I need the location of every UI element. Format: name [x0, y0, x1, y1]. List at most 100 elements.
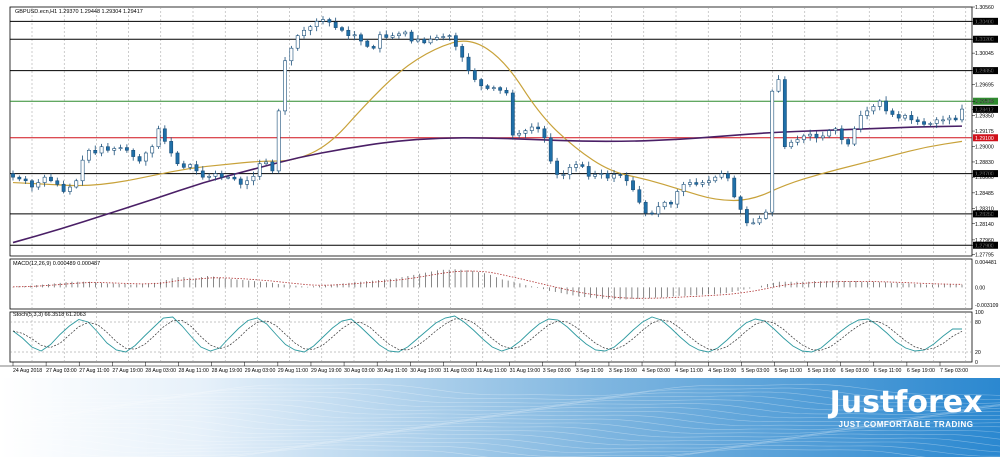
brand-logo[interactable]: Justforex JUST COMFORTABLE TRADING [820, 386, 992, 430]
candle-bull [865, 110, 870, 116]
candle-bull [68, 186, 72, 192]
candle-bull [517, 132, 522, 136]
candle-bear [542, 128, 547, 139]
level-tag [973, 67, 998, 75]
candle-bull [751, 222, 756, 225]
stoch-tick-label: 0 [975, 360, 978, 366]
candle-bull [833, 128, 838, 131]
stoch-tick-label: 20 [975, 350, 981, 356]
candle-bull [808, 133, 813, 137]
candle-bear [232, 176, 237, 180]
candle-bull [314, 21, 319, 28]
candle-bear [839, 128, 844, 140]
candle-bull [447, 35, 452, 37]
candle-bull [567, 167, 572, 175]
x-tick-label: 7 Sep 03:00 [940, 368, 968, 374]
level-tag-label: 1.30200 [975, 37, 994, 43]
candle-bear [909, 115, 914, 121]
candle-bear [169, 141, 174, 154]
x-tick-label: 24 Aug 2018 [13, 368, 42, 374]
candle-bear [93, 150, 98, 154]
candle-bull [852, 128, 857, 145]
candle-bear [333, 21, 338, 28]
candle-bear [726, 173, 730, 179]
stoch-d-line [12, 318, 963, 351]
candle-bear [479, 79, 484, 87]
candle-bear [55, 180, 60, 185]
candle-bear [732, 177, 737, 198]
candle-bull [390, 35, 395, 38]
candle-bull [36, 182, 41, 188]
level-tag [973, 134, 998, 142]
candle-bear [270, 161, 275, 172]
level-tag [973, 210, 998, 218]
macd-panel-frame [9, 258, 973, 310]
brand-wave-line [0, 433, 1000, 446]
level-tag-label: 1.28700 [975, 172, 994, 178]
brand-wave-line [0, 383, 1000, 396]
candle-bull [276, 110, 281, 172]
level-tag [973, 170, 998, 178]
candle-bear [953, 117, 958, 121]
candle-bear [510, 92, 515, 136]
x-tick-label: 3 Sep 11:00 [576, 368, 604, 374]
level-tag-label: 1.29850 [975, 69, 994, 75]
candle-bear [359, 34, 363, 42]
x-tick-label: 3 Sep 03:00 [543, 368, 571, 374]
candle-bear [586, 166, 591, 177]
moving-average-line [12, 125, 963, 244]
symbol-header: GBPUSD.ecn,H1 1.29370 1.29448 1.29304 1.… [15, 9, 143, 15]
y-tick-label: 1.28830 [975, 160, 994, 166]
candle-bull [491, 87, 496, 89]
candle-bear [11, 173, 15, 178]
chart-frames [0, 6, 1000, 367]
candle-bull [871, 106, 876, 112]
y-tick-label: 1.27795 [975, 253, 994, 259]
level-tag-label: 1.27900 [975, 243, 994, 249]
level-tag [973, 97, 998, 105]
candle-bear [194, 164, 199, 172]
candle-bull [700, 182, 705, 185]
candle-bull [397, 33, 401, 36]
x-tick-label: 29 Aug 19:00 [311, 368, 342, 374]
candle-bull [662, 201, 667, 208]
candle-bull [434, 37, 439, 40]
macd-tick-label: 0.00 [975, 285, 985, 291]
candle-bull [903, 115, 907, 119]
candle-bull [378, 34, 382, 49]
x-tick-label: 3 Sep 19:00 [609, 368, 637, 374]
candle-bull [574, 164, 578, 168]
candle-bear [694, 182, 699, 185]
price-chart-svg[interactable]: 1.30400 1.30200 1.29850 1.29508 1.29100 1.287… [0, 0, 1000, 378]
y-tick-label: 1.30200 [975, 37, 994, 43]
candle-bull [612, 174, 616, 179]
candle-bear [340, 27, 344, 31]
candle-bull [207, 175, 212, 178]
y-tick-label: 1.29175 [975, 129, 994, 135]
level-tag [973, 17, 998, 25]
candle-bull [352, 34, 357, 37]
candle-bull [960, 108, 964, 121]
candle-bull [681, 184, 686, 192]
y-tick-label: 1.30400 [975, 19, 994, 25]
candle-bull [947, 117, 952, 121]
brand-wave-line [0, 399, 1000, 412]
candle-bear [61, 184, 66, 192]
candle-bear [884, 100, 888, 112]
level-tag-label: 1.30400 [975, 19, 994, 25]
price-panel-frame [9, 6, 973, 257]
candle-bear [485, 85, 490, 89]
y-tick-label: 1.27900 [975, 243, 994, 249]
candle-bull [321, 19, 325, 22]
candle-bear [472, 70, 477, 80]
y-tick-label: 1.29850 [975, 69, 994, 75]
candle-bear [23, 178, 28, 182]
candle-bull [877, 100, 882, 107]
x-tick-label: 4 Sep 11:00 [675, 368, 703, 374]
brand-wave-line [0, 448, 926, 457]
candle-bear [846, 139, 851, 145]
candle-bull [801, 135, 806, 140]
y-tick-label: 1.29508 [975, 99, 994, 105]
candle-bear [631, 180, 635, 191]
brand-wave-line [0, 403, 1000, 415]
